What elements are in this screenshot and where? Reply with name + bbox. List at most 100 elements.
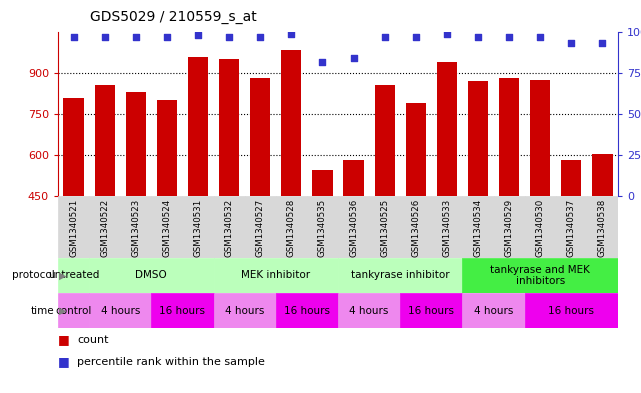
Text: ▶: ▶ <box>58 305 66 316</box>
Bar <box>338 293 400 328</box>
Bar <box>462 293 525 328</box>
Bar <box>276 293 338 328</box>
Bar <box>499 79 519 196</box>
Bar <box>494 196 525 258</box>
Bar <box>525 293 618 328</box>
Text: GSM1340530: GSM1340530 <box>536 199 545 257</box>
Bar <box>312 170 333 196</box>
Text: untreated: untreated <box>48 270 99 281</box>
Text: MEK inhibitor: MEK inhibitor <box>241 270 310 281</box>
Point <box>411 34 421 40</box>
Text: GSM1340535: GSM1340535 <box>318 199 327 257</box>
Text: tankyrase inhibitor: tankyrase inhibitor <box>351 270 449 281</box>
Text: GSM1340527: GSM1340527 <box>256 199 265 257</box>
Bar <box>219 59 239 196</box>
Text: GSM1340528: GSM1340528 <box>287 199 296 257</box>
Bar <box>462 258 618 293</box>
Text: 4 hours: 4 hours <box>225 305 264 316</box>
Text: GSM1340526: GSM1340526 <box>412 199 420 257</box>
Point <box>99 34 110 40</box>
Text: protocol: protocol <box>12 270 54 281</box>
Text: 4 hours: 4 hours <box>474 305 513 316</box>
Point <box>504 34 514 40</box>
Bar <box>374 85 395 196</box>
Bar <box>126 92 146 196</box>
Point <box>317 59 328 65</box>
Bar <box>188 57 208 196</box>
Point <box>193 32 203 39</box>
Point <box>255 34 265 40</box>
Bar <box>431 196 462 258</box>
Text: ■: ■ <box>58 355 74 368</box>
Text: 16 hours: 16 hours <box>284 305 330 316</box>
Bar <box>592 154 613 196</box>
Bar <box>58 196 89 258</box>
Bar <box>556 196 587 258</box>
Text: 16 hours: 16 hours <box>548 305 594 316</box>
Point <box>349 55 359 61</box>
Point <box>286 31 296 37</box>
Text: GSM1340529: GSM1340529 <box>504 199 513 257</box>
Text: ■: ■ <box>58 334 74 347</box>
Bar <box>89 258 213 293</box>
Text: GSM1340533: GSM1340533 <box>442 199 451 257</box>
Text: GSM1340522: GSM1340522 <box>100 199 109 257</box>
Text: percentile rank within the sample: percentile rank within the sample <box>77 356 265 367</box>
Bar <box>406 103 426 196</box>
Bar <box>437 62 457 196</box>
Bar <box>213 196 245 258</box>
Text: GSM1340521: GSM1340521 <box>69 199 78 257</box>
Point <box>379 34 390 40</box>
Text: GDS5029 / 210559_s_at: GDS5029 / 210559_s_at <box>90 10 257 24</box>
Point <box>69 34 79 40</box>
Text: GSM1340534: GSM1340534 <box>474 199 483 257</box>
Text: time: time <box>31 305 54 316</box>
Text: GSM1340524: GSM1340524 <box>162 199 171 257</box>
Point <box>566 40 576 47</box>
Text: tankyrase and MEK
inhibitors: tankyrase and MEK inhibitors <box>490 265 590 286</box>
Bar <box>530 80 551 196</box>
Text: 16 hours: 16 hours <box>160 305 206 316</box>
Bar <box>95 85 115 196</box>
Bar <box>338 196 369 258</box>
Text: 4 hours: 4 hours <box>101 305 140 316</box>
Text: GSM1340536: GSM1340536 <box>349 199 358 257</box>
Text: GSM1340537: GSM1340537 <box>567 199 576 257</box>
Bar <box>369 196 400 258</box>
Bar <box>281 50 301 196</box>
Text: GSM1340525: GSM1340525 <box>380 199 389 257</box>
Point <box>224 34 234 40</box>
Bar <box>468 81 488 196</box>
Text: GSM1340538: GSM1340538 <box>598 199 607 257</box>
Bar <box>89 196 121 258</box>
Bar <box>58 258 89 293</box>
Point <box>535 34 545 40</box>
Bar <box>307 196 338 258</box>
Bar <box>245 196 276 258</box>
Point <box>162 34 172 40</box>
Bar <box>462 196 494 258</box>
Bar <box>121 196 151 258</box>
Text: 4 hours: 4 hours <box>349 305 389 316</box>
Bar <box>58 293 89 328</box>
Bar <box>400 293 462 328</box>
Bar <box>89 293 151 328</box>
Bar <box>151 196 183 258</box>
Text: GSM1340523: GSM1340523 <box>131 199 140 257</box>
Text: ▶: ▶ <box>58 270 66 281</box>
Bar <box>338 258 462 293</box>
Text: GSM1340531: GSM1340531 <box>194 199 203 257</box>
Text: count: count <box>77 335 109 345</box>
Bar <box>157 100 177 196</box>
Bar <box>250 79 271 196</box>
Bar <box>400 196 431 258</box>
Bar <box>213 293 276 328</box>
Bar <box>587 196 618 258</box>
Bar <box>183 196 213 258</box>
Point <box>473 34 483 40</box>
Text: DMSO: DMSO <box>135 270 167 281</box>
Bar <box>63 97 84 196</box>
Text: 16 hours: 16 hours <box>408 305 454 316</box>
Text: GSM1340532: GSM1340532 <box>224 199 233 257</box>
Bar <box>525 196 556 258</box>
